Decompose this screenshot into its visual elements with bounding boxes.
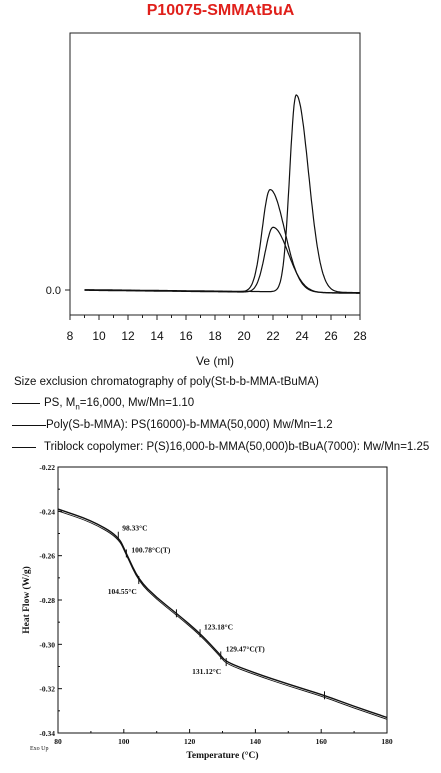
x-tick-label-28: 28 [353,329,367,343]
dsc-y-tick-label: -0.24 [39,507,55,516]
legend-line-ps [12,403,40,404]
dsc-y-tick-label: -0.22 [39,463,55,472]
dsc-y-tick-label: -0.34 [39,729,55,738]
legend-subscript: n [75,402,80,412]
x-tick-label-26: 26 [324,329,338,343]
dsc-x-tick-label-180: 180 [381,737,393,746]
y-tick-label: 0.0 [46,285,61,297]
dsc-y-tick-label: -0.28 [39,596,55,605]
legend-entry-diblock: Poly(S-b-MMA): PS(16000)-b-MMA(50,000) M… [10,418,435,440]
sec-series-1 [84,94,360,294]
dsc-y-tick-label: -0.26 [39,552,55,561]
sec-chart: 8 10 12 14 16 18 20 22 24 26 28 0.0 Ve (ml) [46,32,367,368]
dsc-curve [57,508,388,719]
x-tick-label-16: 16 [179,329,193,343]
dsc-annotation: 98.33°C [122,524,147,533]
legend-line-diblock [12,425,46,426]
dsc-y-axis-label: Heat Flow (W/g) [21,566,32,634]
x-tick-label-22: 22 [266,329,280,343]
dsc-plot-frame [57,466,388,734]
sec-legend: PS, Mn=16,000, Mw/Mn=1.10 Poly(S-b-MMA):… [10,396,435,462]
x-tick-label-8: 8 [67,329,74,343]
x-tick-label-24: 24 [295,329,309,343]
dsc-annotation: 129.47°C(T) [226,644,266,653]
x-tick-label-20: 20 [237,329,251,343]
legend-label-triblock: Triblock copolymer: P(S)16,000-b-MMA(50,… [44,441,430,453]
x-tick-label-12: 12 [121,329,135,343]
dsc-annotation: 131.12°C [192,667,221,676]
x-tick-label-10: 10 [92,329,106,343]
x-tick-label-14: 14 [150,329,164,343]
x-axis-label: Ve (ml) [196,354,234,368]
legend-line-triblock [12,447,36,448]
sec-series-3 [84,226,360,294]
dsc-annotation: 123.18°C [204,622,233,631]
dsc-curve-2 [57,510,388,720]
legend-entry-ps: PS, Mn=16,000, Mw/Mn=1.10 [10,396,435,418]
legend-label-diblock: Poly(S-b-MMA): PS(16000)-b-MMA(50,000) M… [46,419,333,431]
dsc-y-tick-label: -0.32 [39,685,55,694]
sec-plot-frame [69,32,361,316]
dsc-x-tick-label-140: 140 [250,737,262,746]
dsc-x-tick-label-80: 80 [54,737,62,746]
dsc-annotation: 100.78°C(T) [131,545,171,554]
x-tick-label-18: 18 [208,329,222,343]
sec-caption: Size exclusion chromatography of poly(St… [14,376,319,388]
dsc-corner-label: Exo Up [30,746,49,752]
dsc-annotation: 104.55°C [108,587,137,596]
sec-series-2 [84,188,360,294]
dsc-x-tick-label-120: 120 [184,737,196,746]
dsc-x-tick-label-100: 100 [118,737,130,746]
legend-label-ps: PS, Mn=16,000, Mw/Mn=1.10 [44,397,195,412]
dsc-x-axis-label: Temperature (°C) [186,750,258,761]
dsc-y-tick-label: -0.30 [39,640,55,649]
legend-entry-triblock: Triblock copolymer: P(S)16,000-b-MMA(50,… [10,440,435,462]
chart-title: P10075-SMMAtBuA [146,2,295,19]
dsc-x-tick-label-160: 160 [316,737,328,746]
